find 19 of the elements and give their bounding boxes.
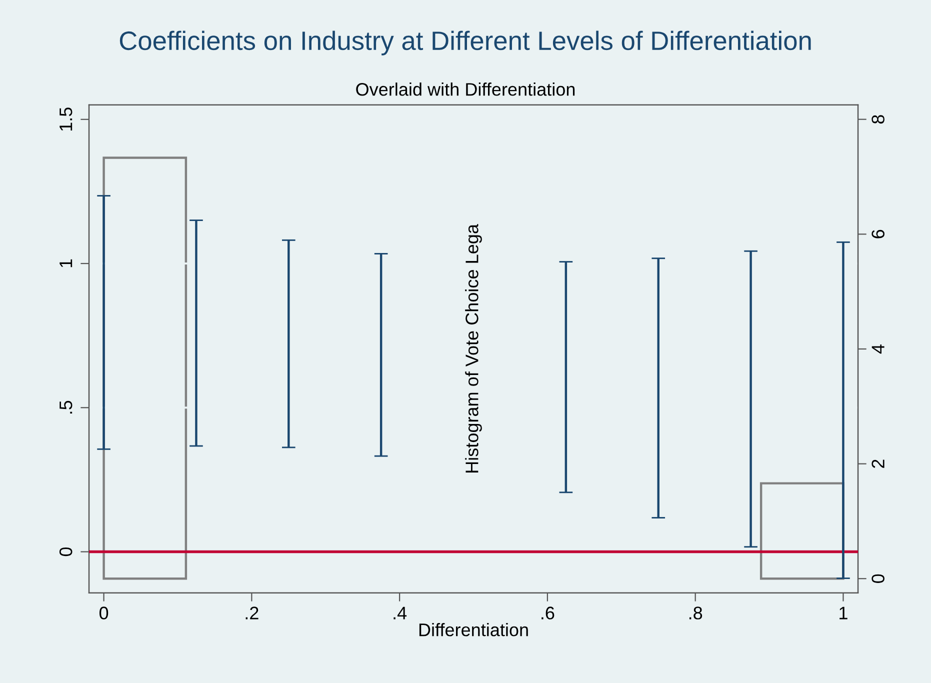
y2-tick-label: 8 (872, 115, 884, 124)
x-axis-title: Differentiation (419, 623, 528, 636)
x-tick-label: .4 (394, 606, 407, 620)
y-tick-label: 0 (59, 547, 72, 556)
x-tick-label: .8 (689, 606, 702, 620)
y2-tick-label: 2 (872, 460, 884, 468)
x-tick-label: .6 (542, 606, 554, 620)
y-tick-label: 1.5 (60, 108, 72, 131)
chart-title: Coefficients on Industry at Different Levels of Differentiation (120, 30, 811, 56)
y-tick-label: 1 (60, 259, 72, 268)
y-tick-label: .5 (60, 400, 72, 414)
chart-subtitle: Overlaid with Differentiation (356, 82, 575, 96)
annotation: Histogram of Vote Choice Lega (465, 224, 482, 472)
y2-tick-label: 4 (872, 344, 884, 354)
y2-tick-label: 6 (872, 230, 884, 238)
y2-tick-label: 0 (872, 574, 884, 583)
x-tick-label: 0 (99, 606, 108, 620)
x-tick-label: .2 (246, 606, 258, 620)
x-tick-label: 1 (840, 606, 848, 620)
